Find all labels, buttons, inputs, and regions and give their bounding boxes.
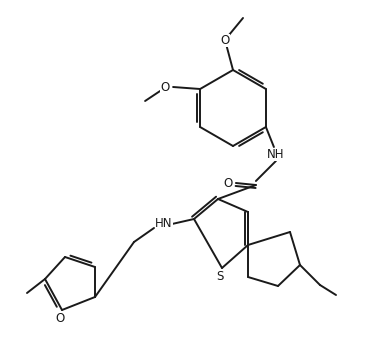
Text: O: O (223, 176, 232, 190)
Text: NH: NH (267, 147, 284, 161)
Text: S: S (216, 270, 224, 282)
Text: O: O (55, 312, 65, 325)
Text: O: O (220, 34, 230, 46)
Text: O: O (161, 80, 170, 94)
Text: HN: HN (155, 216, 173, 230)
